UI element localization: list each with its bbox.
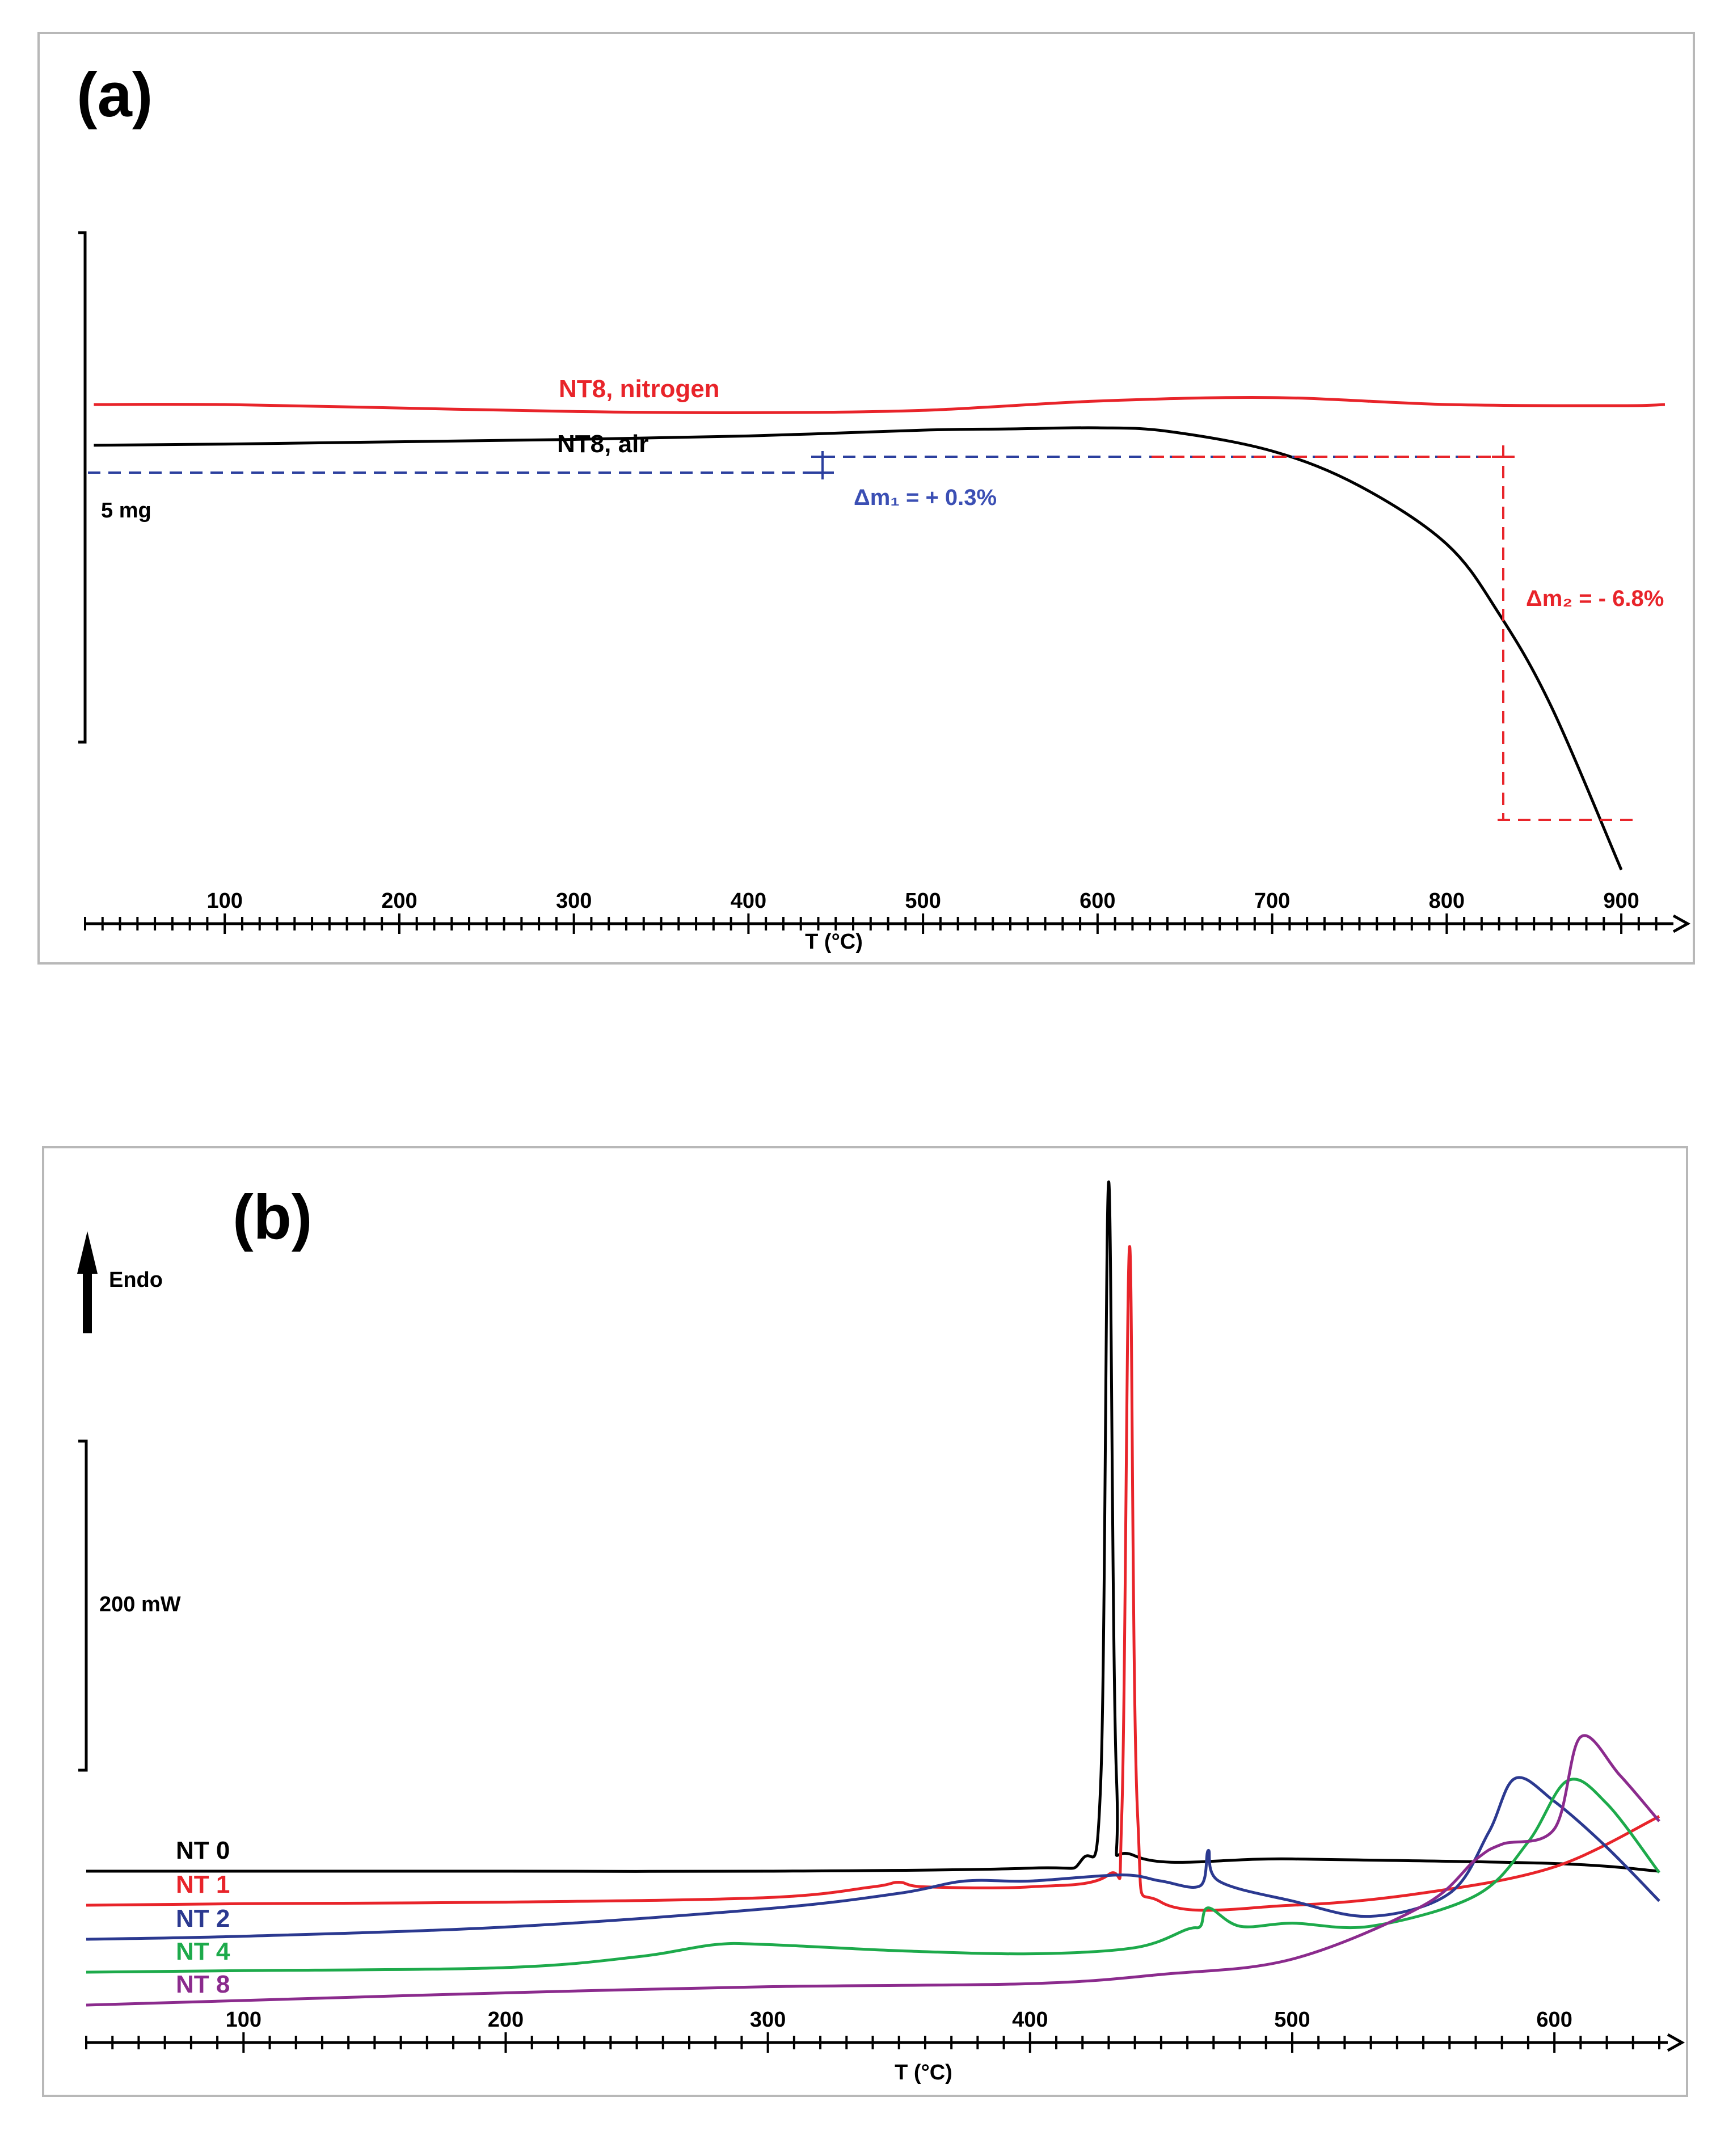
scale-bar-a <box>78 231 87 744</box>
legend-nt8-air: NT8, air <box>557 430 648 458</box>
x-axis-a-tick-label: 200 <box>381 889 417 913</box>
x-axis-a: 100 200 300 400 500 600 700 800 900 <box>84 889 1691 934</box>
panel-b-frame <box>42 1146 1688 2097</box>
x-axis-a-tick-label: 500 <box>905 889 941 913</box>
x-axis-a-tick-label: 800 <box>1429 889 1465 913</box>
x-axis-a-tick-label: 300 <box>556 889 592 913</box>
series-nt-4 <box>86 1778 1660 1974</box>
x-axis-a-tick-label: 100 <box>206 889 242 913</box>
x-axis-b-tick-label: 400 <box>1012 2008 1048 2032</box>
legend-nt8-nitrogen: NT8, nitrogen <box>559 375 720 403</box>
x-axis-a-tick-label: 900 <box>1603 889 1639 913</box>
endo-arrow-shaft <box>83 1271 92 1333</box>
dm2-label: Δm₂ = - 6.8% <box>1526 586 1664 611</box>
series-nt8-nitrogen <box>94 396 1665 414</box>
scale-bar-b-label: 200 mW <box>99 1593 181 1616</box>
x-axis-b-tick-label: 300 <box>750 2008 786 2032</box>
scale-bar-b <box>78 1439 88 1772</box>
x-axis-b-title: T (°C) <box>895 2061 952 2085</box>
series-nt8-air <box>94 426 1623 870</box>
series-nt-2 <box>86 1776 1660 1941</box>
legend-nt-0: NT 0 <box>176 1837 230 1864</box>
x-axis-b-tick-label: 100 <box>226 2008 262 2032</box>
endo-label: Endo <box>109 1268 163 1292</box>
x-axis-a-tick-label: 400 <box>731 889 766 913</box>
x-axis-b-arrow <box>1667 2033 1685 2052</box>
x-axis-b: 100 200 300 400 500 600 <box>85 2008 1685 2053</box>
x-axis-a-tick-label: 700 <box>1254 889 1290 913</box>
panel-a-frame <box>37 32 1695 965</box>
scale-bar-a-label: 5 mg <box>101 499 151 523</box>
x-axis-b-tick-label: 500 <box>1274 2008 1310 2032</box>
panel-a-label: (a) <box>77 60 153 130</box>
x-axis-a-arrow <box>1672 914 1691 933</box>
panel-b-label: (b) <box>233 1182 312 1252</box>
legend-nt-4: NT 4 <box>176 1938 230 1965</box>
x-axis-b-tick-label: 600 <box>1536 2008 1572 2032</box>
series-nt-8 <box>86 1734 1660 2007</box>
x-axis-a-tick-label: 600 <box>1080 889 1115 913</box>
legend-nt-2: NT 2 <box>176 1905 230 1932</box>
panel-b: (b) Endo 200 mW NT 0 NT 1 NT 2 NT 4 NT 8 100… <box>42 1146 1688 2097</box>
x-axis-b-tick-label: 200 <box>488 2008 524 2032</box>
x-axis-a-title: T (°C) <box>805 930 863 954</box>
dm1-label: Δm₁ = + 0.3% <box>854 485 997 510</box>
series-nt-1 <box>86 1245 1660 1912</box>
panel-b-series: NT 0 NT 1 NT 2 NT 4 NT 8 <box>86 1180 1660 2007</box>
legend-nt-8: NT 8 <box>176 1970 230 1998</box>
endo-arrow-icon <box>77 1231 98 1274</box>
series-nt-0 <box>86 1180 1660 1873</box>
legend-nt-1: NT 1 <box>176 1871 230 1898</box>
panel-a: (a) 5 mg Δm₁ = + 0.3% Δm₂ = - 6.8% NT8, … <box>37 32 1695 965</box>
